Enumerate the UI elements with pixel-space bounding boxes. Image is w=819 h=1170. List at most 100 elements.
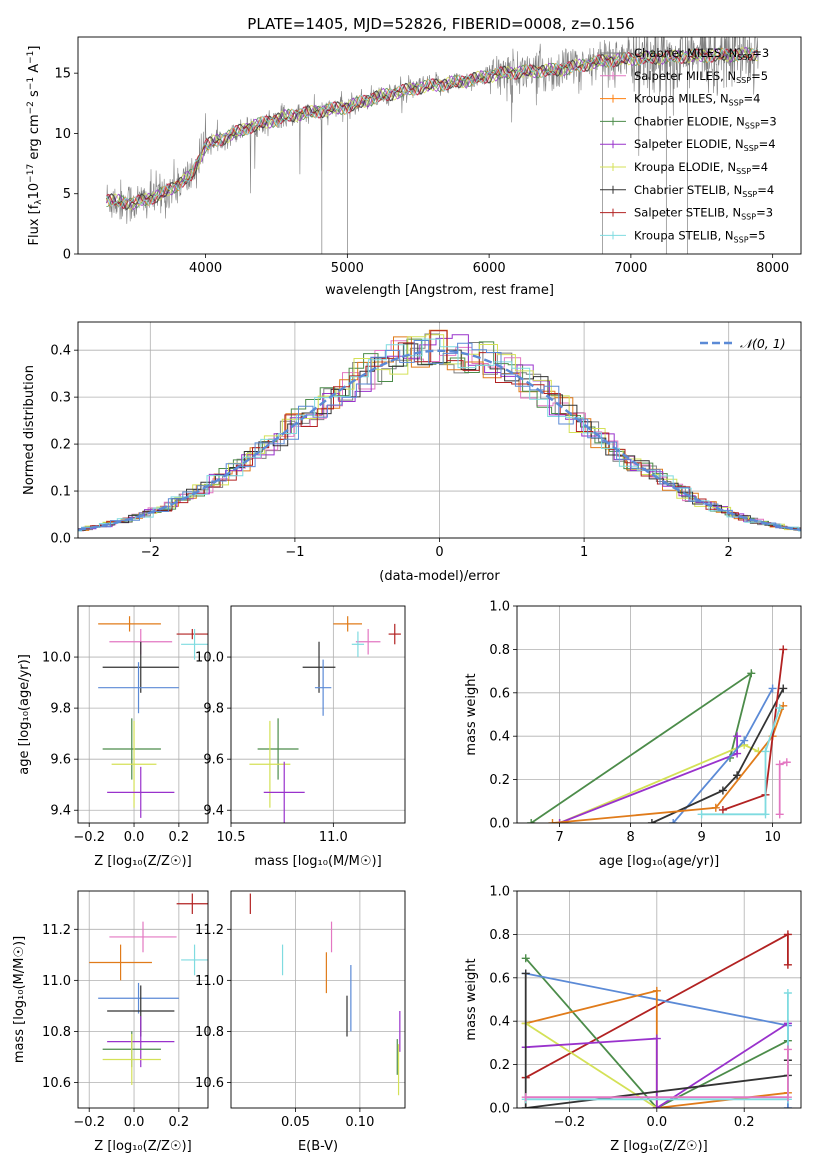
weight-vs-age-panel: 7 8 9 10 0.0 0.2 0.4 0.6 0.8 1.0 age [log₁₀(age/yr… <box>464 600 802 869</box>
data-point <box>176 628 208 640</box>
weight-marker <box>521 969 530 978</box>
y-tick-label: 1.0 <box>489 600 510 615</box>
legend-label: Kroupa ELODIE, NSSP=4 <box>634 160 768 176</box>
y-axis-label-part: A <box>27 64 42 77</box>
x-tick-label: 7000 <box>614 261 647 276</box>
x-tick-label: 0.0 <box>124 1115 145 1130</box>
legend-label-suffix: =5 <box>749 228 766 242</box>
weight-line-orange2 <box>552 705 785 823</box>
axes-frame <box>77 36 802 255</box>
x-tick-label: 0.0 <box>124 830 145 845</box>
legend-label-text: Chabrier MILES, N <box>634 46 737 60</box>
weight-marker <box>711 803 720 812</box>
y-tick-label: 9.8 <box>50 702 71 717</box>
x-tick-label: 1 <box>580 545 588 560</box>
weight-marker <box>697 810 706 819</box>
weight-line-kroupa-elodie <box>525 1022 658 1108</box>
legend-label-text: Kroupa STELIB, N <box>634 228 734 242</box>
data-point <box>98 662 179 714</box>
y-tick-label: 0.4 <box>489 730 510 745</box>
x-tick-label: 0.2 <box>169 1115 190 1130</box>
data-point <box>176 893 208 914</box>
y-tick-label: 0.6 <box>489 971 510 986</box>
weight-line-chabrier-stelib <box>651 688 785 823</box>
data-point <box>314 659 332 716</box>
x-axis-label: E(B-V) <box>298 1139 338 1154</box>
y-tick-label: 11.0 <box>195 974 224 989</box>
y-axis-label-part: Flux [f <box>27 204 42 245</box>
x-tick-label: 10 <box>764 830 781 845</box>
y-tick-label: 11.0 <box>42 974 71 989</box>
weight-marker <box>652 986 661 995</box>
y-tick-label: 10.0 <box>42 651 71 666</box>
legend-label-sub: SSP <box>729 99 744 108</box>
data-point <box>107 1016 175 1068</box>
weight-marker <box>652 1034 661 1043</box>
weight-marker <box>718 786 727 795</box>
y-tick-label: 0.6 <box>489 686 510 701</box>
y-tick-label: 0.4 <box>489 1015 510 1030</box>
weight-marker <box>521 954 530 963</box>
axes-frame <box>77 890 209 1109</box>
weight-vs-metallicity-panel: −0.2 0.0 0.2 0.0 0.2 0.4 0.6 0.8 1.0 Z [log₁₀(Z/Z… <box>464 885 802 1154</box>
legend-label-suffix: =3 <box>756 206 773 220</box>
weight-marker <box>669 819 678 823</box>
y-tick-label: 0 <box>63 248 71 263</box>
x-axis-label: Z [log₁₀(Z/Z☉)] <box>94 854 191 869</box>
x-axis-label: Z [log₁₀(Z/Z☉)] <box>610 1139 707 1154</box>
y-axis-label: age [log₁₀(age/yr)] <box>17 654 32 775</box>
data-point <box>257 718 299 780</box>
data-point <box>111 720 157 808</box>
figure-title: PLATE=1405, MJD=52826, FIBERID=0008, z=0… <box>247 15 634 33</box>
y-tick-label: 0.3 <box>50 391 71 406</box>
data-point <box>181 628 208 660</box>
residual-histogram-panel: −2 −1 0 1 2 0.0 0.1 0.2 0.3 0.4 (data-model)/error… <box>22 321 802 584</box>
error-bars <box>249 893 401 1096</box>
legend-label-text: Chabrier ELODIE, N <box>634 114 745 128</box>
weight-marker <box>761 810 770 819</box>
spectrum-panel: 4000 5000 6000 7000 8000 0 5 10 15 wavelength [An… <box>26 36 802 298</box>
weight-marker <box>761 747 770 756</box>
y-tick-label: 0.2 <box>50 438 71 453</box>
x-tick-label: 0 <box>435 545 443 560</box>
x-tick-label: 4000 <box>189 261 222 276</box>
data-point <box>302 641 336 693</box>
data-point <box>263 761 305 823</box>
weight-marker <box>740 736 749 745</box>
weight-marker <box>775 760 784 769</box>
legend-label-sub: SSP <box>745 121 760 130</box>
mass-vs-ebv-panel: 0.05 0.10 10.6 10.8 11.0 11.2 E(B-V) <box>195 890 406 1154</box>
weight-marker <box>733 749 742 758</box>
y-axis-label-part: erg cm <box>27 114 42 163</box>
y-tick-label: 0.1 <box>50 485 71 500</box>
x-tick-label: 0.05 <box>281 1115 310 1130</box>
data-point <box>102 1033 161 1086</box>
y-tick-label: 9.4 <box>203 804 224 819</box>
x-tick-label: 0.0 <box>646 1115 667 1130</box>
spectrum-traces <box>105 37 759 254</box>
y-axis-label-part: 10 <box>27 183 42 200</box>
data-point <box>98 982 179 1014</box>
legend-label-sub: SSP <box>741 213 756 222</box>
weight-marker <box>783 1104 792 1108</box>
weight-marker <box>521 1093 530 1102</box>
x-tick-label: −2 <box>141 545 160 560</box>
legend-label-text: Chabrier STELIB, N <box>634 183 742 197</box>
legend-label: Salpeter STELIB, NSSP=3 <box>634 206 773 222</box>
weight-marker <box>768 684 777 693</box>
data-point <box>351 631 365 658</box>
error-bars <box>249 616 401 823</box>
weight-marker <box>779 645 788 654</box>
y-tick-label: 0.2 <box>489 1058 510 1073</box>
axes-frame <box>230 605 406 824</box>
y-axis-label: Flux [fλ10−17 erg cm−2 s−1 A−1] <box>26 46 44 246</box>
legend-label: Salpeter ELODIE, NSSP=4 <box>634 137 776 153</box>
y-tick-label: 9.6 <box>203 753 224 768</box>
y-tick-label: 10 <box>54 127 71 142</box>
y-tick-label: 9.8 <box>203 702 224 717</box>
legend-label-text: Kroupa ELODIE, N <box>634 160 736 174</box>
x-axis-label: Z [log₁₀(Z/Z☉)] <box>94 1139 191 1154</box>
x-tick-label: 0.10 <box>345 1115 374 1130</box>
legend-label-sub: SSP <box>734 235 749 244</box>
